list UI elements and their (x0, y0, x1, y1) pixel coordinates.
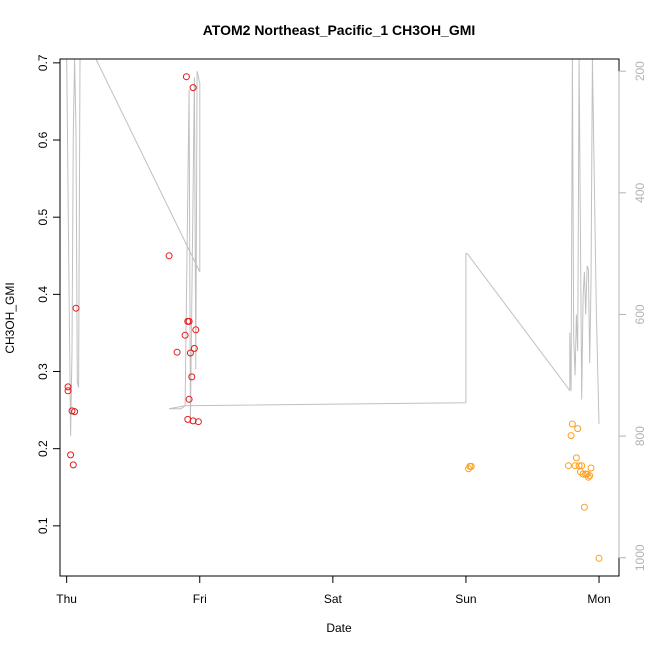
x-axis-label: Date (326, 621, 352, 635)
data-point-series-2 (567, 432, 575, 440)
data-point-series-2 (579, 470, 587, 478)
data-point-series-2 (595, 554, 603, 562)
y-tick-label: 0.2 (36, 440, 50, 457)
data-point-series-1 (190, 344, 198, 352)
x-tick-label: Thu (56, 592, 77, 606)
x-tick-label: Sat (324, 592, 343, 606)
data-point-series-1 (181, 331, 189, 339)
data-point-series-2 (587, 464, 595, 472)
data-point-series-1 (165, 252, 173, 260)
data-point-series-1 (186, 349, 194, 357)
chart-title: ATOM2 Northeast_Pacific_1 CH3OH_GMI (203, 22, 476, 38)
y-tick-label: 0.7 (36, 54, 50, 71)
right-tick-label: 1000 (633, 544, 647, 571)
altitude-line-layer (66, 58, 600, 437)
x-tick-label: Fri (193, 592, 207, 606)
data-point-series-1 (189, 84, 197, 92)
data-point-series-1 (64, 387, 72, 395)
y-tick-label: 0.1 (36, 517, 50, 534)
data-point-series-1 (173, 348, 181, 356)
data-point-series-1 (185, 317, 193, 325)
x-tick-label: Mon (587, 592, 610, 606)
x-tick-label: Sun (455, 592, 476, 606)
data-point-series-1 (72, 304, 80, 312)
right-axis: 200 400 600 800 1000 (618, 61, 647, 571)
data-point-series-1 (188, 373, 196, 381)
data-point-series-2 (571, 462, 579, 470)
data-point-series-1 (71, 408, 79, 416)
y-axis-label: CH3OH_GMI (3, 282, 17, 353)
points-layer (64, 73, 603, 562)
y-tick-label: 0.3 (36, 363, 50, 380)
y-tick-label: 0.6 (36, 131, 50, 148)
data-point-series-2 (578, 462, 586, 470)
x-axis: Thu Fri Sat Sun Mon (56, 575, 611, 606)
altitude-line (66, 58, 600, 437)
right-tick-label: 800 (633, 426, 647, 446)
right-tick-label: 600 (633, 304, 647, 324)
y-tick-label: 0.4 (36, 286, 50, 303)
right-tick-label: 400 (633, 182, 647, 202)
data-point-series-1 (67, 451, 75, 459)
data-point-series-1 (189, 417, 197, 425)
data-point-series-2 (467, 462, 475, 470)
data-point-series-1 (192, 326, 200, 334)
data-point-series-2 (568, 420, 576, 428)
data-point-series-1 (194, 418, 202, 426)
data-point-series-1 (185, 395, 193, 403)
data-point-series-2 (574, 425, 582, 433)
data-point-series-1 (182, 73, 190, 81)
y-tick-label: 0.5 (36, 209, 50, 226)
data-point-series-2 (564, 462, 572, 470)
data-point-series-2 (584, 473, 592, 481)
right-tick-label: 200 (633, 61, 647, 81)
data-point-series-1 (69, 461, 77, 469)
data-point-series-2 (580, 503, 588, 511)
data-point-series-2 (572, 454, 580, 462)
plot-box (59, 58, 620, 577)
data-point-series-2 (586, 472, 594, 480)
y-axis: 0.1 0.2 0.3 0.4 0.5 0.6 0.7 (36, 54, 61, 534)
data-point-series-1 (64, 383, 72, 391)
